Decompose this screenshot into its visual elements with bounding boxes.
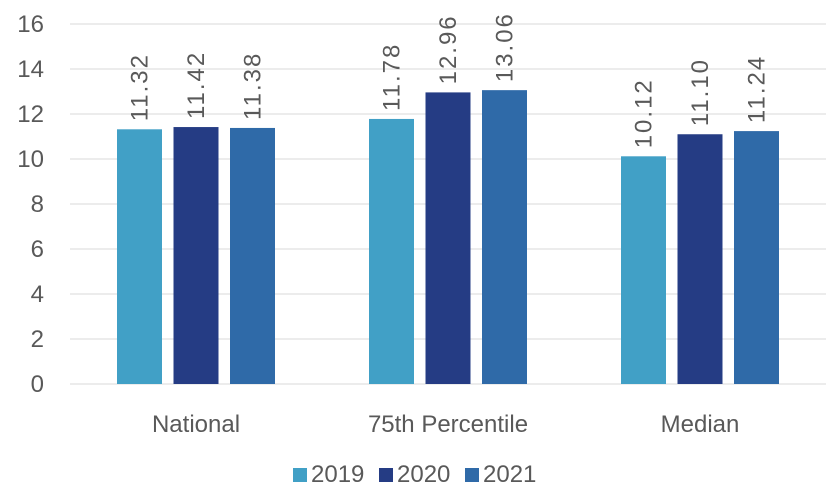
data-label: 12.96 bbox=[435, 14, 462, 84]
y-tick-label: 6 bbox=[31, 236, 44, 263]
y-tick-label: 10 bbox=[17, 146, 44, 173]
legend-swatch-2021 bbox=[465, 468, 479, 482]
y-tick-label: 2 bbox=[31, 326, 44, 353]
legend-label: 2020 bbox=[397, 461, 450, 488]
y-tick-label: 16 bbox=[17, 11, 44, 38]
category-label: Median bbox=[661, 411, 740, 438]
data-label: 11.24 bbox=[744, 55, 771, 123]
data-label: 11.38 bbox=[240, 52, 267, 120]
y-tick-label: 8 bbox=[31, 191, 44, 218]
legend-label: 2019 bbox=[311, 461, 364, 488]
legend-swatch-2019 bbox=[293, 468, 307, 482]
y-tick-label: 0 bbox=[31, 371, 44, 398]
legend-label: 2021 bbox=[483, 461, 536, 488]
legend: 2019 2020 2021 bbox=[293, 461, 536, 488]
category-label: 75th Percentile bbox=[368, 411, 528, 438]
bar-2019-0 bbox=[117, 129, 162, 384]
bar-2019-1 bbox=[369, 118, 414, 384]
y-tick-label: 4 bbox=[31, 281, 44, 308]
bar-2020-1 bbox=[425, 92, 471, 385]
data-label: 11.10 bbox=[687, 58, 714, 126]
data-label: 11.78 bbox=[379, 43, 406, 111]
data-label: 13.06 bbox=[492, 12, 519, 82]
bars bbox=[117, 90, 779, 385]
data-labels: 11.32 11.42 11.38 11.78 12.96 13.06 10.12 11.10… bbox=[127, 12, 771, 148]
bar-2021-1 bbox=[482, 90, 527, 385]
legend-swatch-2020 bbox=[379, 468, 393, 482]
x-axis-category-labels: National 75th Percentile Median bbox=[152, 411, 739, 438]
bar-2021-0 bbox=[230, 127, 275, 384]
y-axis-tick-labels: 0 2 4 6 8 10 12 14 16 bbox=[17, 11, 44, 398]
bar-2021-2 bbox=[734, 131, 779, 384]
bar-2020-2 bbox=[677, 134, 723, 384]
data-label: 11.42 bbox=[183, 51, 210, 119]
bar-2019-2 bbox=[621, 156, 666, 384]
y-tick-label: 12 bbox=[17, 101, 44, 128]
bar-2020-0 bbox=[173, 127, 219, 385]
data-label: 11.32 bbox=[127, 53, 154, 121]
y-tick-label: 14 bbox=[17, 56, 44, 83]
category-label: National bbox=[152, 411, 240, 438]
data-label: 10.12 bbox=[631, 78, 658, 148]
